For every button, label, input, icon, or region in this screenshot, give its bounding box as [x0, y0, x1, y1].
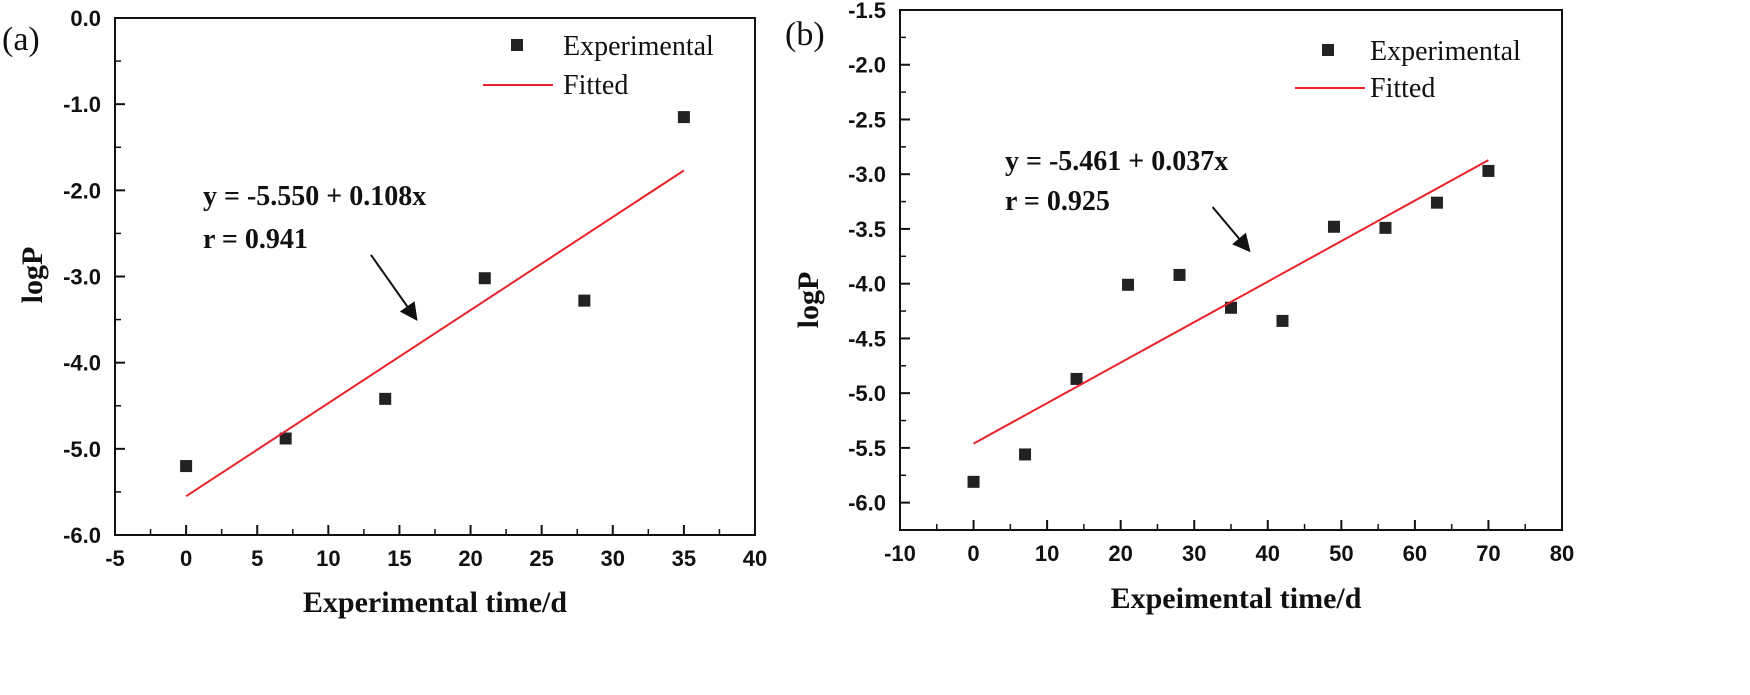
x-tick-label: 40: [1256, 541, 1280, 566]
data-point: [379, 392, 392, 405]
data-point: [180, 460, 193, 473]
y-tick-label: -4.0: [848, 272, 886, 297]
x-tick-label: 70: [1476, 541, 1500, 566]
y-tick-label: -4.0: [63, 351, 101, 376]
data-point: [1276, 314, 1289, 327]
x-tick-label: 40: [743, 546, 767, 571]
x-tick-label: 30: [601, 546, 625, 571]
data-point: [1225, 301, 1237, 314]
data-point: [578, 294, 591, 307]
x-tick-label: 5: [251, 546, 263, 571]
y-tick-label: -2.0: [63, 178, 101, 203]
fitted-line: [973, 159, 1489, 445]
x-axis-title: Expeimental time/d: [1111, 582, 1362, 615]
x-axis-title: Experimental time/d: [303, 586, 567, 619]
panel-label: (a): [2, 21, 40, 58]
x-tick-label: 10: [1035, 541, 1059, 566]
x-tick-label: 0: [967, 541, 979, 566]
y-tick-label: -5.5: [848, 436, 886, 461]
data-point: [1379, 221, 1392, 234]
y-tick-label: -6.0: [848, 491, 886, 516]
data-point: [1482, 164, 1495, 177]
x-tick-label: 50: [1329, 541, 1353, 566]
chart-b: (b) -10 0 10 20 30 40 50 60 70 80 -1.5 -2.0 -2.5 -3.0 -…: [785, 0, 1574, 615]
plot-frame: [114, 17, 756, 536]
x-tick-label: -10: [884, 541, 916, 566]
y-axis-title: logP: [16, 247, 49, 304]
x-tick-label: -5: [105, 546, 125, 571]
x-tick-label: 15: [387, 546, 411, 571]
equation-text: y = -5.550 + 0.108x: [203, 181, 426, 212]
y-tick-label: -6.0: [63, 523, 101, 548]
legend-label-experimental: Experimental: [1370, 36, 1521, 67]
y-tick-label: -1.0: [63, 92, 101, 117]
data-point: [1430, 196, 1443, 209]
correlation-text: r = 0.941: [203, 224, 308, 255]
x-tick-label: 25: [529, 546, 553, 571]
correlation-text: r = 0.925: [1005, 186, 1110, 217]
x-tick-label: 10: [316, 546, 340, 571]
y-axis-title: logP: [792, 272, 825, 329]
data-point: [1019, 448, 1032, 461]
data-point: [478, 272, 491, 285]
annotation-arrow: [1211, 206, 1251, 253]
annotation-arrow: [370, 254, 418, 322]
y-tick-label: -3.5: [848, 217, 886, 242]
x-tick-label: 60: [1403, 541, 1427, 566]
x-tick-label: 20: [1108, 541, 1132, 566]
data-point: [1327, 220, 1340, 233]
x-tick-label: 30: [1182, 541, 1206, 566]
x-tick-label: 20: [458, 546, 482, 571]
y-tick-label: -2.5: [848, 107, 886, 132]
plot-frame: [899, 9, 1563, 531]
y-tick-label: -3.0: [63, 265, 101, 290]
y-tick-label: -2.0: [848, 53, 886, 78]
x-tick-label: 80: [1550, 541, 1574, 566]
y-tick-label: -3.0: [848, 162, 886, 187]
data-point: [1173, 268, 1186, 281]
data-point: [967, 475, 980, 488]
data-point: [279, 432, 292, 445]
fitted-line: [185, 169, 685, 498]
y-tick-label: -1.5: [848, 0, 886, 23]
y-tick-label: 0.0: [70, 6, 101, 31]
x-tick-label: 35: [672, 546, 696, 571]
y-tick-label: -5.0: [63, 437, 101, 462]
legend-label-fitted: Fitted: [1370, 73, 1435, 104]
legend-label-fitted: Fitted: [563, 70, 628, 101]
y-tick-label: -4.5: [848, 326, 886, 351]
equation-text: y = -5.461 + 0.037x: [1005, 146, 1228, 177]
data-point: [677, 111, 690, 124]
legend-label-experimental: Experimental: [563, 31, 714, 62]
panel-label: (b): [785, 16, 825, 53]
chart-a: (a) -5 0 5 10 15 20 25 30 35 40 0.0 -1.0 -2.0 -3.0 -4.0…: [2, 6, 767, 619]
data-point: [1122, 278, 1135, 291]
x-tick-label: 0: [180, 546, 192, 571]
legend-marker-experimental: [1322, 44, 1334, 56]
data-point: [1070, 372, 1083, 385]
legend-marker-experimental: [511, 39, 523, 51]
y-tick-label: -5.0: [848, 381, 886, 406]
